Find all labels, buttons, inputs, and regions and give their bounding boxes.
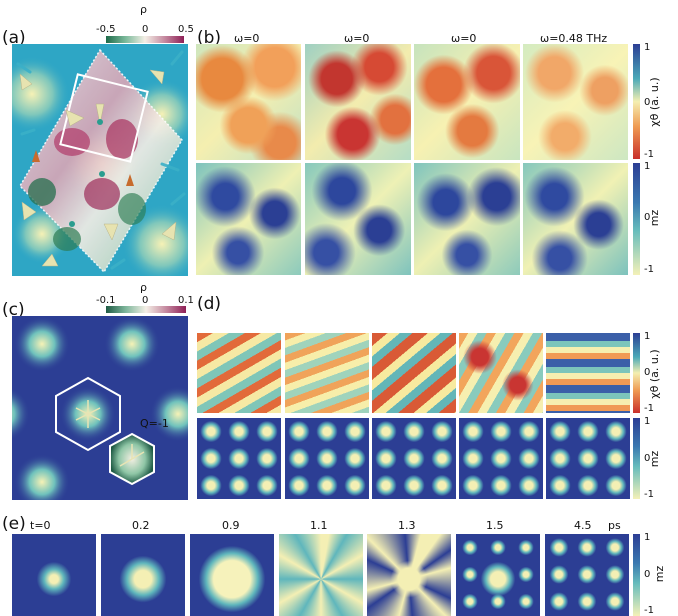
panel-a-cbar-tick-zero: 0 [142,24,149,35]
panel-b-label: (b) [197,28,222,48]
panel-e-cbar-tick-neg: -1 [644,605,654,616]
panel-d-mz-tick-0: 0 [644,453,651,464]
panel-c-cbar-tick-pos: 0.1 [178,295,194,306]
panel-b-chi-colorbar [633,44,640,159]
panel-b-col-title-4: ω=0.48 THz [540,32,608,45]
panel-a-cbar-tick-pos: 0.5 [178,24,194,35]
panel-e-colorbar [633,534,640,616]
panel-b-chi-map-4 [523,44,628,160]
panel-b-chi-tick-neg: -1 [644,149,654,160]
panel-b-mz-cbar-title: mz [648,209,661,227]
panel-d-chi-tick-neg: -1 [644,403,654,414]
panel-e-time-2: 0.2 [132,519,150,532]
panel-b-chi-tick-0: 0 [644,97,651,108]
panel-c-plot [12,316,188,500]
panel-d-chi-colorbar [633,333,640,413]
panel-b-mz-map-4 [523,163,628,275]
panel-b-mz-map-2 [305,163,411,275]
panel-d-mz-map-4 [459,418,543,499]
panel-c-cbar-tick-zero: 0 [142,295,149,306]
panel-e-cbar-tick-0: 0 [644,569,651,580]
panel-e-time-3: 0.9 [222,519,240,532]
panel-e-time-5: 1.3 [398,519,416,532]
panel-a-label: (a) [2,28,26,48]
panel-d-mz-map-5 [546,418,630,499]
panel-b-mz-tick-0: 0 [644,212,651,223]
panel-e-snapshot-1 [12,534,96,616]
panel-e-time-1: t=0 [30,519,51,532]
panel-c-colorbar [106,306,186,313]
panel-b-chi-map-1 [196,44,301,160]
panel-c-cbar-tick-neg: -0.1 [96,295,116,306]
panel-e-label: (e) [2,514,26,534]
panel-d-mz-map-1 [197,418,281,499]
panel-e-snapshot-5 [367,534,451,616]
panel-b-chi-cbar-title: χθ (a. u.) [648,77,661,127]
panel-d-chi-tick-0: 0 [644,367,651,378]
panel-e-snapshot-2 [101,534,185,616]
panel-d-chi-cbar-title: χθ (a. u.) [648,349,661,399]
panel-b-col-title-2: ω=0 [344,32,370,45]
panel-d-chi-map-1 [197,333,281,413]
panel-e-snapshot-6 [456,534,540,616]
panel-b-chi-map-2 [305,44,411,160]
panel-e-snapshot-3 [190,534,274,616]
panel-c-skyrmion-charge: Q=-1 [140,417,169,430]
panel-b-col-title-3: ω=0 [451,32,477,45]
panel-d-chi-map-2 [285,333,369,413]
panel-a-colorbar [106,36,184,43]
panel-d-mz-tick-neg: -1 [644,489,654,500]
panel-c-cbar-title: ρ [140,281,147,294]
panel-e-time-unit: ps [608,519,621,532]
panel-c-label: (c) [2,300,25,320]
panel-b-mz-colorbar [633,163,640,275]
panel-a-cbar-tick-neg: -0.5 [96,24,116,35]
panel-b-chi-map-3 [414,44,520,160]
panel-d-label: (d) [197,294,222,314]
panel-d-mz-colorbar [633,418,640,499]
panel-b-mz-map-3 [414,163,520,275]
panel-b-mz-tick-neg: -1 [644,264,654,275]
panel-a-cbar-title: ρ [140,3,147,16]
panel-b-chi-tick-1: 1 [644,42,651,53]
panel-a-plot [12,44,188,276]
panel-d-chi-map-4 [459,333,543,413]
panel-d-chi-tick-1: 1 [644,331,651,342]
panel-e-time-6: 1.5 [486,519,504,532]
panel-e-snapshot-4 [279,534,363,616]
panel-e-cbar-tick-1: 1 [644,532,651,543]
panel-e-time-4: 1.1 [310,519,328,532]
panel-d-mz-tick-1: 1 [644,416,651,427]
panel-d-mz-map-3 [372,418,456,499]
panel-d-chi-map-5 [546,333,630,413]
panel-e-snapshot-7 [545,534,629,616]
panel-d-mz-map-2 [285,418,369,499]
panel-b-col-title-1: ω=0 [234,32,260,45]
panel-b-mz-tick-1: 1 [644,161,651,172]
panel-e-cbar-title: mz [653,565,666,583]
panel-b-mz-map-1 [196,163,301,275]
panel-d-chi-map-3 [372,333,456,413]
panel-d-mz-cbar-title: mz [648,450,661,468]
panel-e-time-7: 4.5 [574,519,592,532]
